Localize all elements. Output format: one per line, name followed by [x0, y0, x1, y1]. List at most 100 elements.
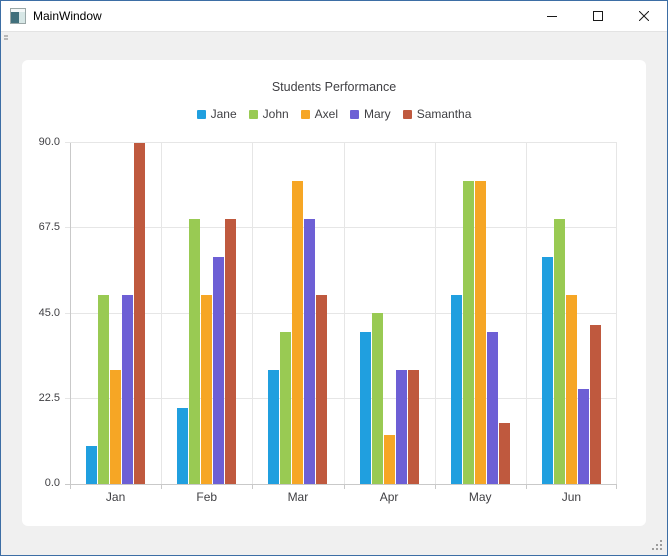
axis-tick: [616, 484, 617, 489]
minimize-button[interactable]: [529, 1, 575, 31]
close-icon: [639, 11, 649, 21]
window-controls: [529, 1, 667, 31]
legend-item-john[interactable]: John: [248, 107, 289, 121]
bar-mary-mar: [304, 219, 316, 484]
maximize-button[interactable]: [575, 1, 621, 31]
bar-john-may: [462, 181, 474, 484]
legend-marker-icon: [300, 109, 310, 119]
legend-item-samantha[interactable]: Samantha: [402, 107, 472, 121]
toolbar: [1, 31, 667, 43]
app-icon: [10, 8, 26, 24]
x-category-label: Jun: [561, 490, 582, 504]
x-category-label: May: [468, 490, 492, 504]
axis-tick: [344, 484, 345, 489]
bar-john-feb: [189, 219, 201, 484]
bar-mary-may: [486, 332, 498, 484]
bar-jane-apr: [359, 332, 371, 484]
v-gridline: [526, 143, 527, 484]
bar-mary-feb: [213, 257, 225, 484]
legend-label: Mary: [364, 107, 391, 121]
y-tick-label: 67.5: [38, 221, 60, 234]
bar-jane-jan: [86, 446, 98, 484]
x-axis-line: [65, 484, 617, 485]
h-gridline: [65, 142, 617, 143]
bar-mary-apr: [395, 370, 407, 484]
legend-label: Samantha: [416, 107, 472, 121]
bar-john-mar: [280, 332, 292, 484]
chart-surface: Students Performance Jane John Axel Mary Sam…: [22, 60, 646, 526]
legend-item-mary[interactable]: Mary: [350, 107, 391, 121]
bar-jane-may: [450, 295, 462, 484]
bar-group-may: [435, 143, 526, 484]
bar-samantha-jun: [589, 325, 601, 484]
titlebar[interactable]: MainWindow: [1, 1, 667, 31]
bar-samantha-feb: [225, 219, 237, 484]
maximize-icon: [593, 11, 603, 21]
axis-tick: [70, 484, 71, 489]
toolbar-handle-icon[interactable]: [4, 35, 8, 40]
bar-john-apr: [371, 313, 383, 484]
close-button[interactable]: [621, 1, 667, 31]
h-gridline: [65, 397, 617, 399]
v-gridline: [616, 143, 617, 484]
x-category-label: Apr: [379, 490, 399, 504]
chart-view: Students Performance Jane John Axel Mary Sam…: [1, 43, 667, 555]
y-axis-line: [70, 143, 71, 484]
legend-marker-icon: [350, 109, 360, 119]
bar-axel-mar: [292, 181, 304, 484]
h-gridline: [65, 227, 617, 229]
bar-axel-jun: [565, 295, 577, 484]
bar-axel-apr: [383, 435, 395, 484]
bar-mary-jan: [122, 295, 134, 484]
bar-samantha-apr: [407, 370, 419, 484]
x-category-label: Mar: [287, 490, 309, 504]
v-gridline: [161, 143, 162, 484]
chart-legend: Jane John Axel Mary Samantha: [22, 107, 646, 121]
legend-item-jane[interactable]: Jane: [196, 107, 237, 121]
y-tick-label: 22.5: [38, 391, 60, 404]
bar-samantha-jan: [134, 143, 146, 484]
bar-axel-may: [474, 181, 486, 484]
bar-mary-jun: [577, 389, 589, 484]
v-gridline: [252, 143, 253, 484]
bar-jane-feb: [177, 408, 189, 484]
bar-jane-jun: [541, 257, 553, 484]
x-category-label: Jan: [105, 490, 126, 504]
chart-title: Students Performance: [271, 80, 397, 94]
y-tick-label: 0.0: [44, 477, 60, 489]
axis-tick: [161, 484, 162, 489]
axis-tick: [526, 484, 527, 489]
bar-samantha-may: [498, 423, 510, 484]
bar-john-jun: [553, 219, 565, 484]
axis-tick: [435, 484, 436, 489]
minimize-icon: [547, 16, 557, 17]
size-grip-icon[interactable]: [650, 538, 664, 552]
axis-tick: [252, 484, 253, 489]
bar-samantha-mar: [316, 295, 328, 484]
legend-marker-icon: [402, 109, 412, 119]
status-bar: [1, 527, 667, 555]
bar-group-apr: [344, 143, 435, 484]
v-gridline: [344, 143, 345, 484]
legend-marker-icon: [248, 109, 258, 119]
y-tick-label: 45.0: [38, 306, 60, 319]
bar-axel-feb: [201, 295, 213, 484]
y-tick-label: 90.0: [38, 136, 60, 148]
bar-john-jan: [98, 295, 110, 484]
bar-axel-jan: [110, 370, 122, 484]
v-gridline: [435, 143, 436, 484]
bar-jane-mar: [268, 370, 280, 484]
x-category-label: Feb: [196, 490, 218, 504]
bar-group-feb: [161, 143, 252, 484]
legend-item-axel[interactable]: Axel: [300, 107, 339, 121]
legend-label: Axel: [314, 107, 339, 121]
legend-label: Jane: [210, 107, 237, 121]
plot-area: 0.0 22.5 45.0 67.5 90.0 Jan Feb Mar Apr May Jun: [39, 136, 617, 504]
bar-group-jun: [526, 143, 617, 484]
h-gridline: [65, 312, 617, 314]
bar-group-jan: [70, 143, 161, 484]
bar-group-mar: [252, 143, 343, 484]
window-title: MainWindow: [33, 9, 102, 23]
legend-marker-icon: [196, 109, 206, 119]
